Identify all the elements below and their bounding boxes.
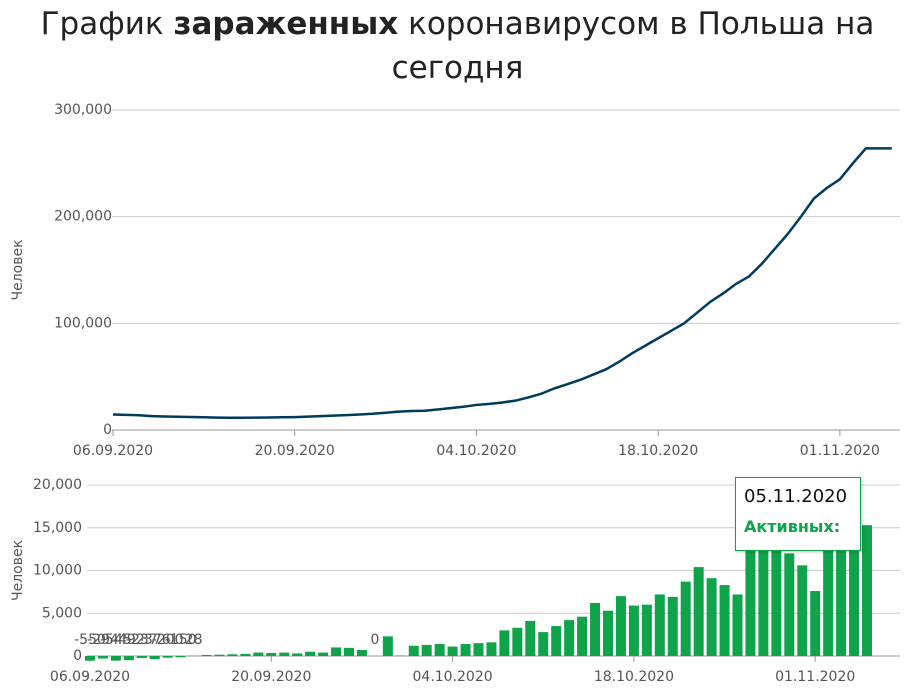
title-part: зараженных bbox=[173, 6, 399, 42]
bar bbox=[356, 650, 367, 656]
data-label: 0 bbox=[370, 632, 379, 648]
data-label: -550 bbox=[74, 632, 106, 648]
bar bbox=[240, 653, 251, 656]
bar bbox=[434, 644, 445, 656]
bar bbox=[603, 610, 613, 656]
bar bbox=[667, 597, 678, 656]
tooltip-label: Активных: bbox=[744, 517, 841, 536]
y-tick-label: 20,000 bbox=[33, 477, 82, 493]
bar bbox=[97, 656, 108, 659]
x-tick-label: 06.09.2020 bbox=[73, 443, 153, 459]
bar bbox=[551, 626, 562, 656]
y-tick-label: 5,000 bbox=[42, 605, 82, 621]
line bbox=[112, 147, 892, 419]
data-label: -200 bbox=[152, 632, 184, 648]
bar bbox=[512, 627, 523, 656]
bar bbox=[175, 656, 186, 658]
y-tick-label: 15,000 bbox=[33, 520, 82, 536]
bar bbox=[525, 620, 536, 656]
x-tick-label: 20.09.2020 bbox=[255, 443, 335, 459]
bar bbox=[849, 525, 860, 656]
bar bbox=[628, 605, 639, 656]
data-label: 28 bbox=[185, 632, 203, 648]
bar bbox=[253, 652, 264, 656]
x-tick-label: 04.10.2020 bbox=[436, 443, 516, 459]
bar bbox=[810, 591, 821, 656]
bar bbox=[862, 525, 872, 656]
bar bbox=[136, 656, 147, 659]
bar bbox=[460, 644, 471, 656]
x-tick-label: 01.11.2020 bbox=[775, 669, 855, 685]
bar bbox=[732, 594, 743, 656]
data-label: -150 bbox=[165, 632, 197, 648]
y-tick-label: 300,000 bbox=[54, 102, 112, 118]
y-tick-label: 200,000 bbox=[54, 209, 112, 225]
bar bbox=[305, 651, 316, 656]
bar bbox=[577, 616, 588, 656]
bar bbox=[421, 644, 432, 656]
bar bbox=[654, 594, 665, 656]
bar bbox=[266, 653, 277, 656]
bar bbox=[590, 602, 601, 656]
bar bbox=[123, 656, 134, 661]
bar bbox=[486, 642, 497, 656]
bar bbox=[719, 585, 730, 656]
bar bbox=[344, 647, 354, 656]
data-label: -376 bbox=[139, 632, 171, 648]
bar bbox=[162, 656, 173, 658]
x-tick-label: 01.11.2020 bbox=[800, 443, 880, 459]
bar bbox=[693, 567, 704, 656]
bar bbox=[318, 652, 329, 656]
title-part: коронавирусом в Польша на сегодня bbox=[391, 6, 875, 86]
x-tick-label: 18.10.2020 bbox=[594, 669, 674, 685]
bar bbox=[538, 632, 549, 656]
bar bbox=[447, 646, 458, 656]
bar bbox=[292, 653, 303, 656]
title-part: График bbox=[40, 6, 174, 42]
y-tick-label: 0 bbox=[73, 648, 82, 664]
y-axis-label: Человек bbox=[10, 239, 26, 300]
bar bbox=[331, 647, 342, 656]
tooltip-title: 05.11.2020 bbox=[744, 486, 848, 507]
bar bbox=[149, 656, 160, 660]
bar bbox=[615, 596, 626, 656]
data-label: -237 bbox=[126, 632, 158, 648]
bar bbox=[201, 654, 212, 656]
bar bbox=[680, 581, 691, 656]
bar bbox=[745, 519, 756, 656]
bar bbox=[823, 540, 834, 656]
bar bbox=[214, 654, 225, 656]
data-label: -545 bbox=[100, 632, 132, 648]
bar bbox=[797, 565, 808, 656]
x-tick-label: 06.09.2020 bbox=[50, 669, 130, 685]
tooltip: 05.11.2020 Активных: bbox=[735, 477, 861, 551]
x-tick-label: 04.10.2020 bbox=[413, 669, 493, 685]
bar bbox=[836, 525, 847, 656]
bar bbox=[771, 519, 782, 656]
y-tick-label: 100,000 bbox=[54, 315, 112, 331]
bar bbox=[279, 652, 290, 656]
y-tick-label: 0 bbox=[103, 422, 112, 438]
bar bbox=[85, 656, 95, 661]
y-tick-label: 10,000 bbox=[33, 563, 82, 579]
data-label: -294 bbox=[87, 632, 119, 648]
data-label: -492 bbox=[113, 632, 145, 648]
bar bbox=[564, 620, 575, 656]
bar bbox=[499, 630, 510, 656]
bar bbox=[110, 656, 121, 661]
bar bbox=[758, 523, 769, 656]
x-tick-label: 20.09.2020 bbox=[231, 669, 311, 685]
y-axis-label: Человек bbox=[10, 540, 26, 601]
x-tick-label: 18.10.2020 bbox=[618, 443, 698, 459]
bar bbox=[784, 553, 795, 656]
chart-title: График зараженных коронавирусом в Польша… bbox=[20, 2, 895, 90]
bar bbox=[408, 645, 419, 656]
bar bbox=[227, 654, 238, 656]
bar bbox=[473, 643, 484, 656]
bar bbox=[382, 636, 393, 656]
bar bbox=[706, 578, 717, 656]
bar bbox=[641, 604, 652, 656]
